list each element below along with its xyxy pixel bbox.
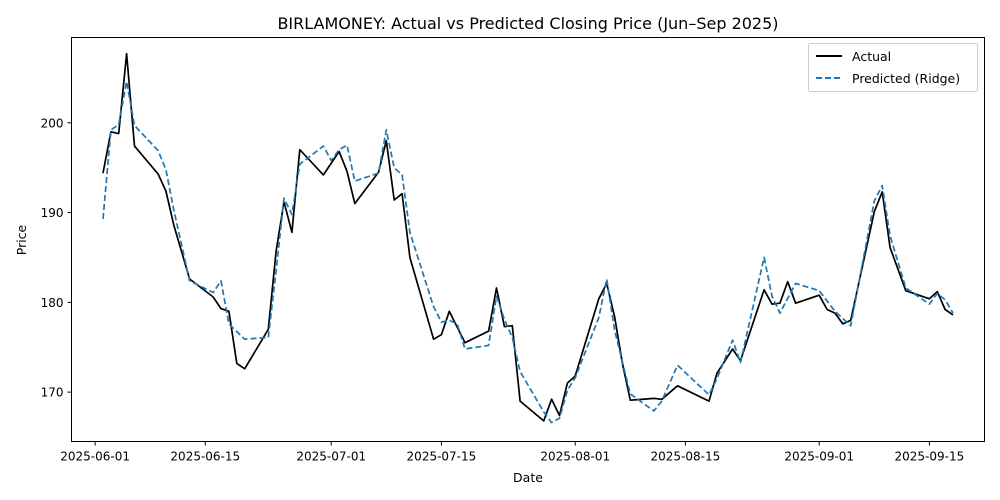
x-tick-label: 2025-07-15: [407, 450, 477, 464]
chart-title: BIRLAMONEY: Actual vs Predicted Closing …: [277, 14, 778, 33]
legend-label-predicted: Predicted (Ridge): [852, 71, 960, 86]
y-tick-label: 190: [41, 206, 64, 220]
legend-label-actual: Actual: [852, 49, 891, 64]
x-tick-label: 2025-09-01: [784, 450, 854, 464]
x-axis-label: Date: [513, 470, 543, 485]
x-tick-label: 2025-06-15: [170, 450, 240, 464]
x-tick-label: 2025-07-01: [296, 450, 366, 464]
x-tick-label: 2025-08-15: [651, 450, 721, 464]
y-axis-label: Price: [14, 224, 29, 255]
x-tick-label: 2025-06-01: [60, 450, 130, 464]
x-tick-label: 2025-09-15: [895, 450, 965, 464]
x-axis: 2025-06-01 2025-06-15 2025-07-01 2025-07-15…: [60, 441, 965, 464]
y-tick-label: 170: [41, 386, 64, 400]
plot-area: 2025-06-01 2025-06-15 2025-07-01 2025-07-15…: [41, 37, 985, 464]
series-line-actual: [102, 52, 954, 422]
plot-frame: [71, 37, 985, 442]
y-axis: 170 180 190 200: [41, 116, 72, 400]
series-line-predicted: [102, 80, 954, 424]
y-tick-label: 200: [41, 116, 64, 130]
legend-box: [808, 43, 978, 92]
series-layer: [102, 52, 954, 424]
y-tick-label: 180: [41, 296, 64, 310]
x-tick-label: 2025-08-01: [540, 450, 610, 464]
legend: Actual Predicted (Ridge): [808, 43, 978, 92]
